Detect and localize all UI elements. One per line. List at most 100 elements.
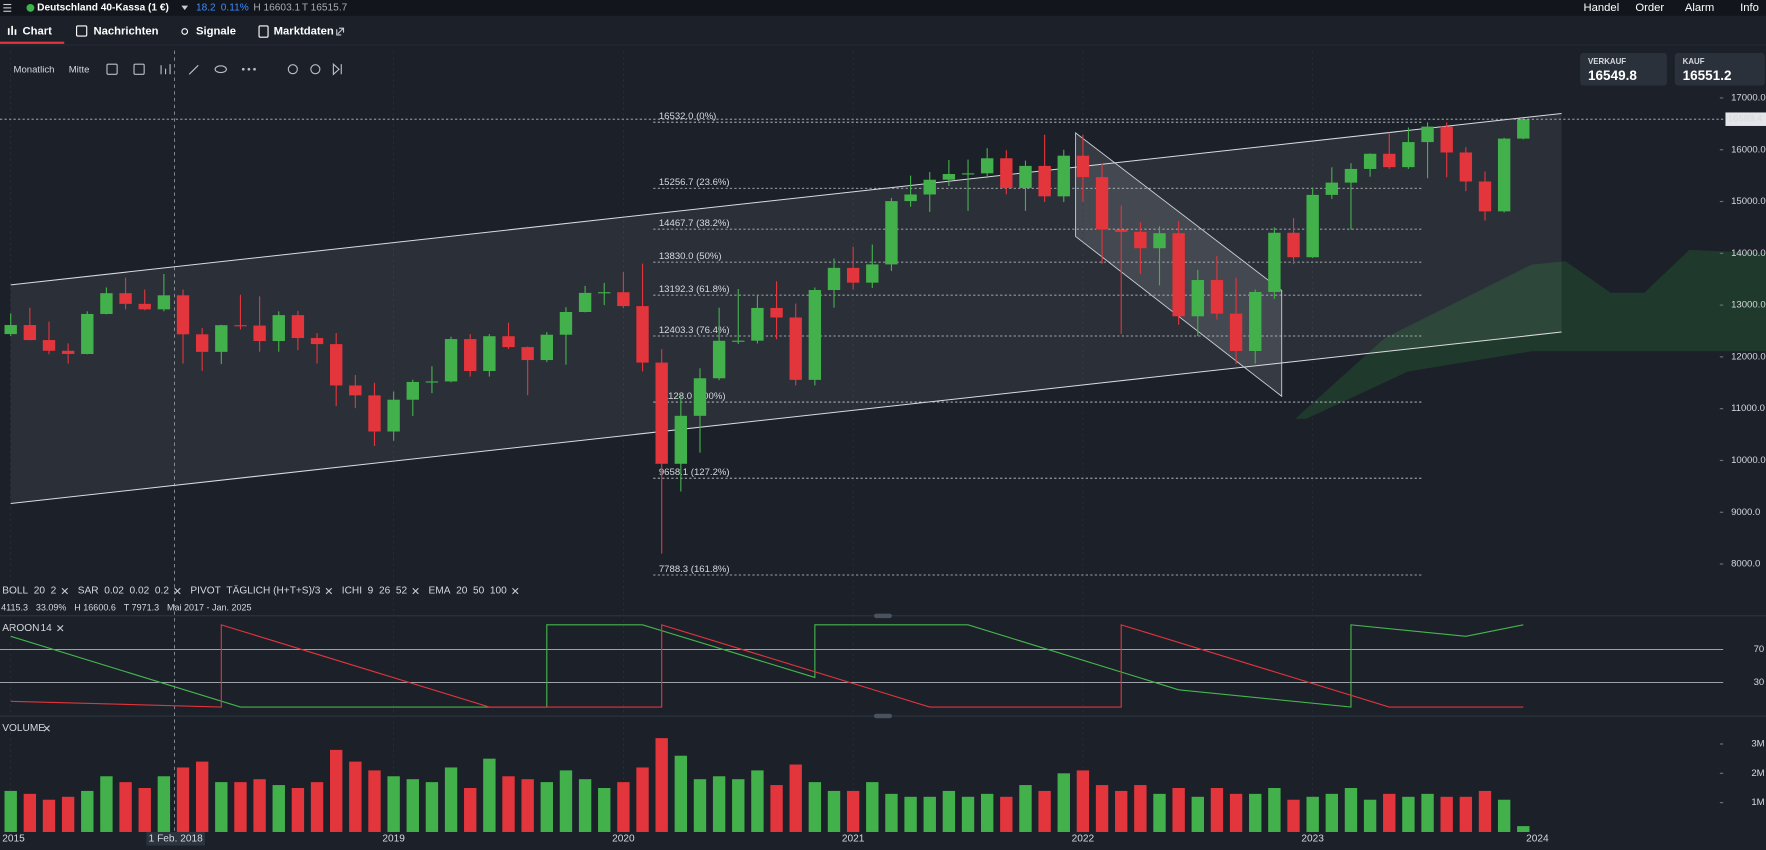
- y-tick-label: 9000.0: [1731, 507, 1760, 518]
- candle-body: [1210, 280, 1224, 314]
- candle-body: [942, 174, 956, 180]
- candle-body: [1095, 177, 1109, 230]
- template-icon[interactable]: [133, 63, 145, 75]
- volume-bar: [176, 767, 190, 832]
- channel-upper: [10, 112, 1562, 286]
- tab[interactable]: Marktdaten: [274, 25, 334, 37]
- range-stat: Mai 2017 - Jan. 2025: [167, 602, 252, 612]
- volume-bar: [23, 793, 37, 832]
- chart-type-icon[interactable]: [106, 63, 118, 75]
- volume-bar: [100, 776, 113, 832]
- candle-body: [1402, 142, 1415, 168]
- tab-underline: [0, 41, 65, 44]
- menu-item[interactable]: Order: [1635, 2, 1664, 14]
- instrument-name[interactable]: Deutschland 40-Kassa (1 €): [37, 3, 169, 14]
- visibility-icon[interactable]: [214, 65, 227, 74]
- indicator-param: 100: [490, 586, 507, 597]
- volume-bar: [1344, 787, 1358, 832]
- volume-bar: [655, 738, 668, 832]
- more-icon[interactable]: [241, 67, 256, 71]
- panel-resize-handle[interactable]: [873, 613, 893, 619]
- candle-body: [1000, 158, 1013, 189]
- fib-label: 15256.7 (23.6%): [659, 177, 730, 188]
- x-tick-label: 2020: [612, 833, 635, 844]
- volume-bar: [406, 779, 419, 832]
- candle-body: [636, 306, 649, 363]
- crosshair-label-box: [146, 831, 205, 846]
- price-type-button[interactable]: Mitte: [69, 64, 90, 75]
- volume-bar: [1019, 785, 1032, 832]
- menu-item[interactable]: Alarm: [1685, 2, 1714, 14]
- indicator-remove[interactable]: [325, 587, 333, 595]
- zoom-in-icon[interactable]: [310, 64, 321, 75]
- external-link-icon[interactable]: [336, 27, 345, 36]
- buy-box[interactable]: [1674, 52, 1765, 86]
- draw-icon[interactable]: [188, 64, 199, 75]
- indicator-param: 2: [51, 586, 57, 597]
- top-bar: [0, 0, 1766, 16]
- panel-resize-handle[interactable]: [873, 713, 893, 719]
- menu-icon[interactable]: [3, 3, 12, 12]
- signal-icon: [181, 28, 189, 35]
- instrument-dropdown[interactable]: [181, 5, 189, 11]
- indicator-name: BOLL: [2, 586, 28, 597]
- volume-bar: [693, 779, 707, 832]
- candle-body: [157, 295, 171, 310]
- tab-active[interactable]: Chart: [23, 25, 53, 37]
- indicator-remove[interactable]: [412, 587, 419, 595]
- sell-box[interactable]: [1580, 52, 1667, 86]
- close-icon[interactable]: [57, 624, 64, 632]
- range-stat: 33.09%: [36, 602, 67, 612]
- volume-bar: [310, 782, 324, 832]
- candle-body: [272, 315, 285, 342]
- indicator-remove[interactable]: [174, 587, 181, 595]
- volume-bar: [253, 779, 266, 832]
- indicator-remove[interactable]: [512, 587, 519, 595]
- chart-tab-icon: [7, 25, 17, 35]
- fib-label: 13830.0 (50%): [659, 251, 722, 262]
- indicator-remove[interactable]: [61, 587, 68, 595]
- candle-body: [770, 307, 783, 318]
- candle-body: [1440, 126, 1453, 153]
- volume-bar: [1459, 796, 1473, 832]
- indicator-name: ICHI: [342, 586, 362, 597]
- candle-body: [617, 292, 630, 307]
- play-icon[interactable]: [332, 62, 342, 76]
- volume-bar: [789, 764, 802, 832]
- candle-body: [215, 325, 228, 352]
- fib-label: 11128.0 (100%): [659, 391, 726, 402]
- volume-bar: [1478, 790, 1492, 832]
- candle-body: [559, 311, 573, 335]
- candle-body: [866, 264, 879, 283]
- indicator-param: 9: [368, 586, 374, 597]
- close-icon[interactable]: [43, 725, 50, 732]
- market-icon: [258, 25, 269, 38]
- candle-body: [904, 194, 917, 202]
- volume-bar: [119, 782, 132, 832]
- volume-bar: [942, 790, 956, 832]
- candle-body: [253, 325, 266, 342]
- fib-label: 12403.3 (76.4%): [659, 325, 730, 336]
- range-stat: 4115.3: [1, 602, 28, 612]
- volume-bar: [81, 790, 94, 832]
- fib-label: 14467.7 (38.2%): [659, 218, 730, 229]
- candle-body: [598, 292, 611, 294]
- menu-item[interactable]: Handel: [1584, 2, 1620, 14]
- tab[interactable]: Signale: [196, 25, 236, 37]
- sell-label: VERKAUF: [1588, 57, 1626, 66]
- volume-bar: [157, 776, 171, 832]
- candle-body: [808, 290, 822, 380]
- y-tick-label: 17000.0: [1731, 92, 1766, 103]
- interval-button[interactable]: Monatlich: [14, 64, 55, 75]
- candle-body: [1344, 168, 1358, 183]
- menu-item[interactable]: Info: [1740, 2, 1759, 14]
- volume-bar: [1115, 790, 1128, 832]
- zoom-out-icon[interactable]: [287, 64, 298, 75]
- volume-bar: [1229, 793, 1243, 832]
- y-tick-label: 30: [1754, 677, 1765, 688]
- volume-bar: [808, 782, 822, 832]
- tab[interactable]: Nachrichten: [93, 25, 158, 37]
- indicators-icon[interactable]: [160, 64, 171, 75]
- candle-body: [923, 179, 936, 195]
- candle-body: [329, 344, 343, 386]
